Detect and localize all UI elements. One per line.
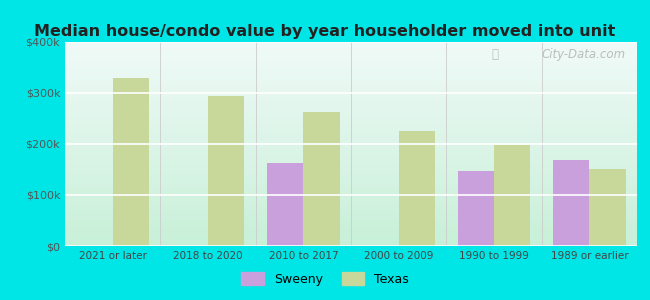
Bar bbox=[590, 169, 625, 246]
Bar bbox=[208, 95, 244, 246]
Bar bbox=[398, 131, 435, 246]
Text: Median house/condo value by year householder moved into unit: Median house/condo value by year househo… bbox=[34, 24, 616, 39]
Legend: Sweeny, Texas: Sweeny, Texas bbox=[236, 267, 414, 291]
Bar bbox=[304, 112, 339, 246]
Bar bbox=[458, 171, 494, 246]
Bar bbox=[267, 164, 304, 246]
Bar bbox=[553, 160, 590, 246]
Bar bbox=[494, 145, 530, 246]
Text: ⓘ: ⓘ bbox=[491, 48, 498, 61]
Text: City-Data.com: City-Data.com bbox=[541, 48, 625, 61]
Bar bbox=[112, 78, 149, 246]
